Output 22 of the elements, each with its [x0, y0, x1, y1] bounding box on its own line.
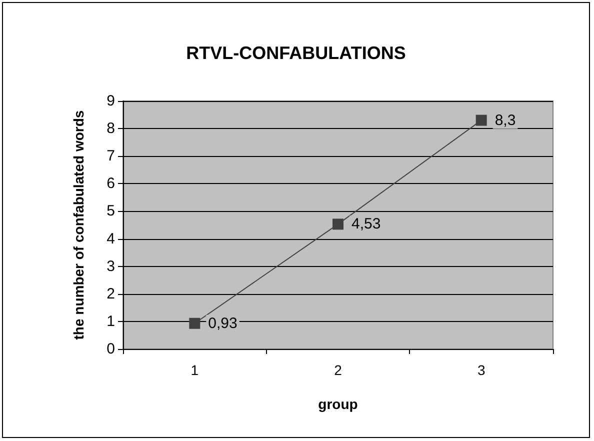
x-tick-label: 3: [477, 362, 486, 378]
data-label: 0,93: [208, 314, 238, 332]
data-label: 8,3: [494, 112, 516, 129]
y-tick-label: 9: [106, 92, 115, 110]
point: [332, 218, 344, 230]
x-axis-title: group: [318, 396, 358, 412]
x-tick-label: 1: [190, 362, 199, 378]
y-tick-label: 5: [106, 202, 115, 220]
point: [189, 318, 200, 329]
y-tick-label: 1: [106, 312, 115, 330]
y-tick-label: 0: [106, 340, 115, 358]
x-tick-label: 2: [334, 362, 342, 378]
chart-title: RTVL-CONFABULATIONS: [186, 43, 406, 63]
y-tick-label: 7: [106, 148, 115, 165]
y-tick-label: 6: [106, 175, 115, 192]
y-tick-label: 3: [106, 258, 115, 275]
y-tick-label: 8: [106, 120, 115, 138]
y-tick-label: 2: [106, 285, 115, 302]
data-label: 4,53: [352, 216, 381, 233]
point: [476, 114, 487, 126]
y-axis-title: the number of confabulated words: [70, 110, 86, 340]
y-tick-label: 4: [106, 230, 115, 248]
